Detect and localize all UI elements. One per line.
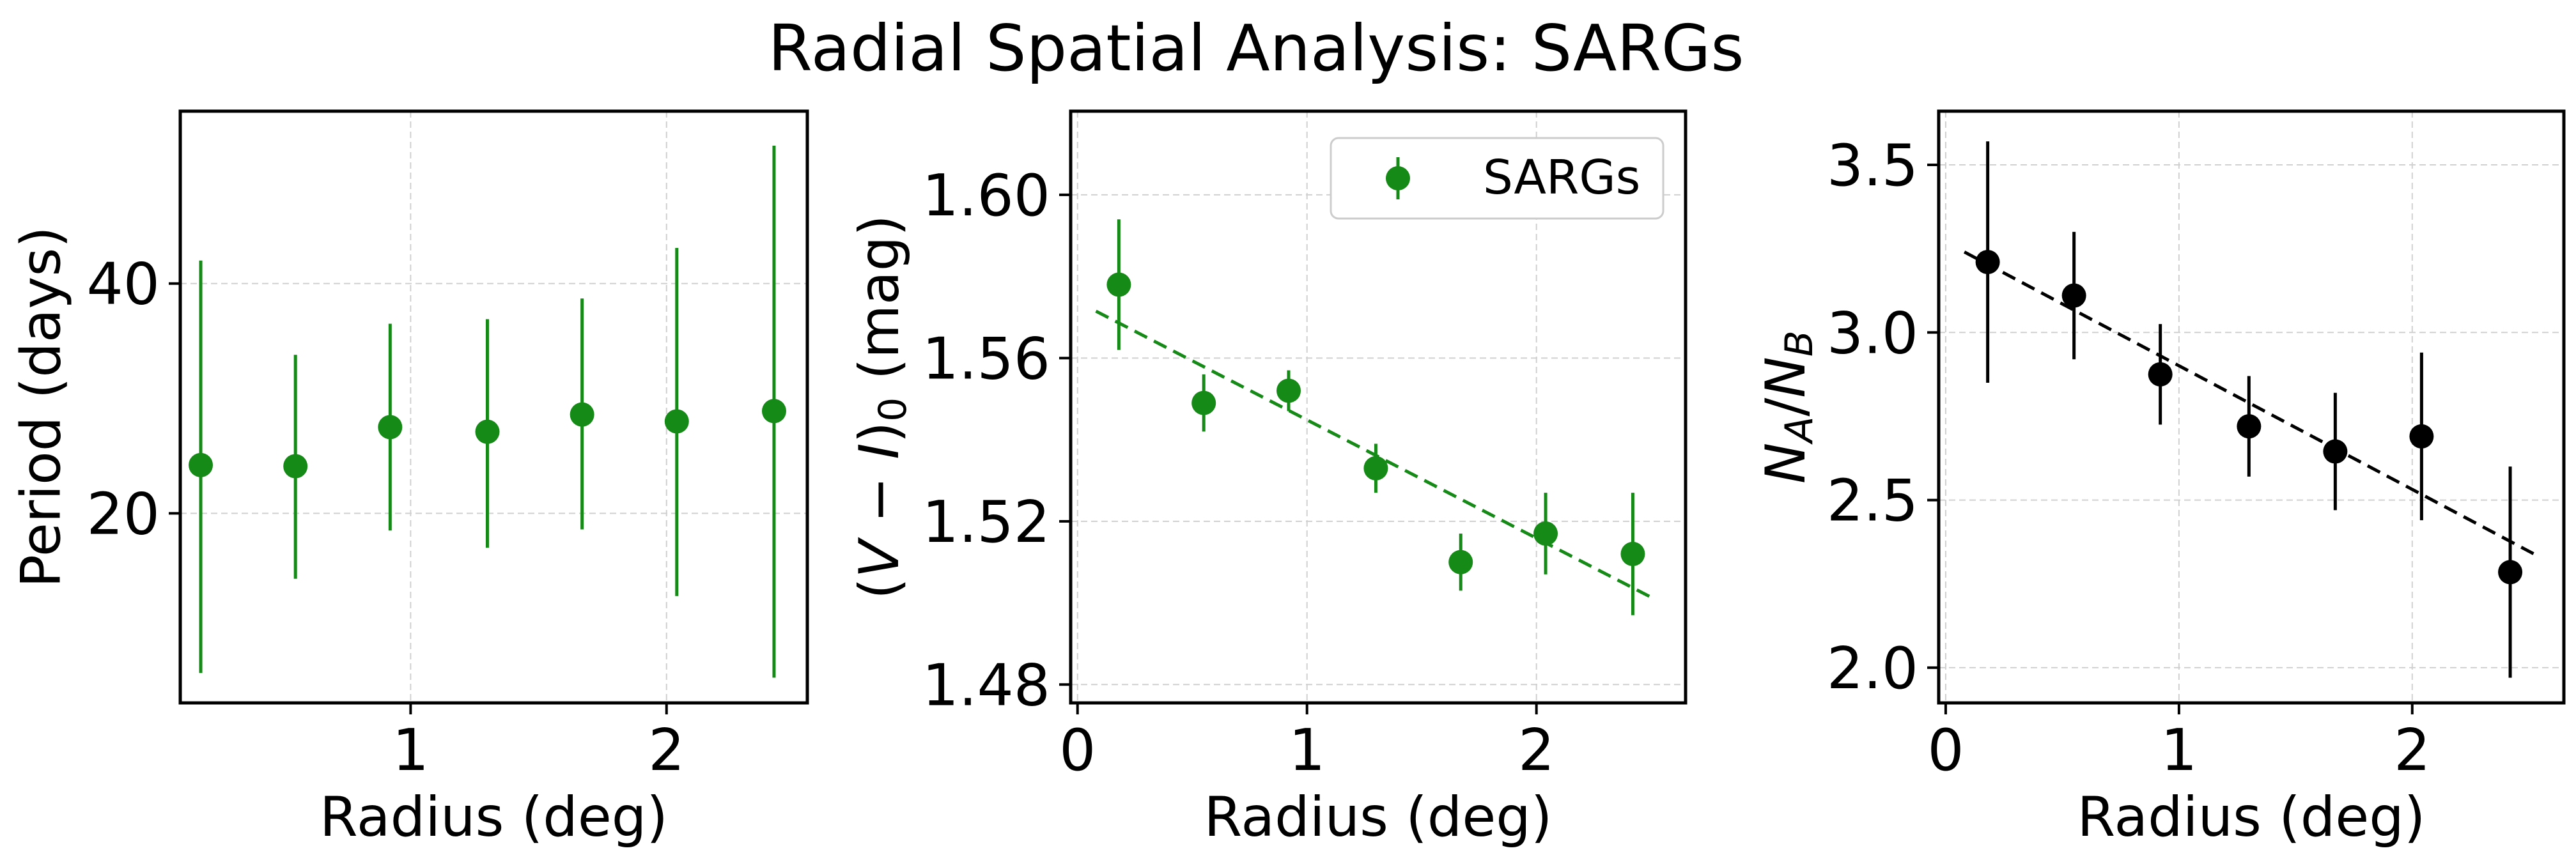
y-tick-label: 2.0 [1827,635,1918,702]
data-point [1448,550,1473,574]
data-point [475,419,500,444]
data-point [1191,390,1216,415]
y-tick-label: 2.5 [1827,468,1918,535]
data-point [378,415,403,440]
data-point [1620,541,1645,566]
x-tick-label: 2 [1518,717,1555,784]
data-point [2148,362,2173,387]
y-axis-label: (V − I)0 (mag) [848,215,915,599]
x-tick-label: 2 [648,717,685,784]
data-point [664,409,689,434]
data-point [1363,456,1388,481]
data-point [2237,414,2262,439]
y-tick-label: 3.5 [1827,132,1918,199]
data-point [2061,283,2086,308]
legend-box [1330,137,1664,220]
data-point [283,454,308,479]
y-tick-label: 1.56 [922,325,1050,392]
y-tick-label: 20 [86,481,160,548]
y-tick-label: 1.60 [922,162,1050,229]
panel-3: 0 1 2 2.0 2.5 3.0 3.5 Radius (deg) NA/NB [1754,109,2566,849]
legend-marker [1386,166,1410,190]
y-tick-label: 3.0 [1827,300,1918,367]
x-axis-label: Radius (deg) [2077,785,2426,849]
data-point [570,402,594,427]
data-point [189,452,213,477]
y-tick-label: 1.48 [922,652,1050,719]
data-point [2498,560,2523,585]
data-point [1533,521,1558,546]
x-tick-label: 1 [392,717,429,784]
data-point [1975,250,2000,275]
data-point [2323,439,2348,464]
x-tick-label: 1 [1289,717,1325,784]
legend-label: SARGs [1483,150,1640,205]
data-point [761,399,786,424]
data-point [2409,424,2434,449]
axes-frame [1937,109,2566,705]
panel-2: 0 1 2 1.48 1.52 1.56 1.60 Radius (deg) (V − I)0 … [848,109,1688,849]
axes-frame [178,109,809,705]
y-axis-label: NA/NB [1754,330,1821,484]
data-point [1276,378,1301,403]
x-axis-label: Radius (deg) [320,785,668,849]
y-tick-label: 40 [86,251,160,318]
x-tick-label: 2 [2394,717,2430,784]
y-tick-label: 1.52 [922,489,1050,556]
x-tick-label: 1 [2161,717,2197,784]
panel-1: 1 2 20 40 Radius (deg) Period (days) [9,109,809,849]
x-tick-label: 0 [1927,717,1964,784]
axes-frame [1069,109,1688,705]
legend: SARGs [1330,137,1664,220]
x-axis-label: Radius (deg) [1204,785,1553,849]
figure-title: Radial Spatial Analysis: SARGs [768,11,1744,86]
data-point [1106,272,1131,297]
x-tick-label: 0 [1059,717,1096,784]
y-axis-label: Period (days) [9,226,73,588]
